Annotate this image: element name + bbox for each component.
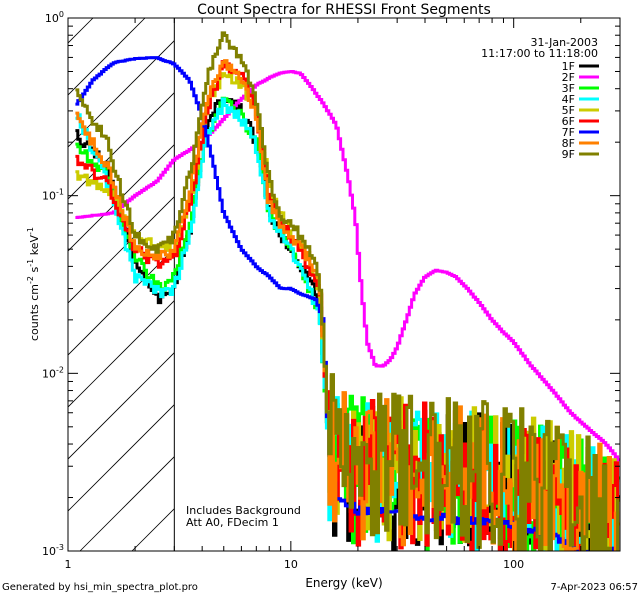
hatch-line [68, 92, 175, 200]
hatch-line [68, 40, 175, 148]
footer-timestamp: 7-Apr-2023 06:57 [550, 582, 638, 593]
y-tick-exponent: -1 [56, 188, 64, 197]
hatch-line [68, 196, 175, 304]
x-tick-label: 1 [65, 558, 72, 571]
y-tick-base: 10 [42, 190, 56, 203]
series-2F-line [75, 70, 620, 462]
y-axis-label-tail: keV [28, 235, 41, 259]
hatch-line [68, 18, 146, 96]
chart-date: 31-Jan-2003 [531, 36, 599, 49]
legend-label-5F: 5F [562, 104, 575, 117]
y-tick-label: 10-2 [42, 365, 64, 380]
annotation-background: Includes Background [186, 504, 301, 517]
hatch-line [79, 456, 175, 551]
y-tick-base: 10 [45, 12, 59, 25]
hatch-line [68, 248, 175, 356]
footer-generated-by: Generated by hsi_min_spectra_plot.pro [2, 582, 198, 593]
series-group [75, 31, 620, 551]
chart-title: Count Spectra for RHESSI Front Segments [197, 2, 491, 18]
series-9F-line [75, 31, 620, 551]
y-tick-base: 10 [42, 367, 56, 380]
y-tick-exponent: -3 [56, 543, 64, 552]
y-axis-label-exp1: -2 [26, 276, 35, 284]
legend-label-9F: 9F [562, 148, 575, 161]
hatch-lines [68, 18, 175, 551]
x-tick-label: 10 [284, 558, 298, 571]
x-axis-label: Energy (keV) [305, 576, 382, 590]
y-tick-label: 10-1 [42, 188, 64, 203]
y-axis-label-exp2: -1 [26, 259, 35, 267]
y-tick-label: 10-3 [42, 543, 64, 558]
legend-label-3F: 3F [562, 82, 575, 95]
series-7F-line [75, 56, 615, 551]
legend-label-8F: 8F [562, 137, 575, 150]
y-tick-exponent: 0 [59, 10, 64, 19]
x-tick-label: 100 [503, 558, 524, 571]
y-axis-label-mid: s [28, 266, 41, 275]
legend-label-6F: 6F [562, 115, 575, 128]
y-tick-base: 10 [42, 545, 56, 558]
hatch-line [68, 404, 175, 512]
y-tick-label: 100 [45, 10, 64, 25]
annotation-attenuator: Att A0, FDecim 1 [186, 516, 279, 529]
y-axis-label-exp3: -1 [26, 227, 35, 235]
legend-label-2F: 2F [562, 71, 575, 84]
plot-frame [67, 17, 621, 552]
legend-label-1F: 1F [562, 60, 575, 73]
y-tick-exponent: -2 [56, 365, 64, 374]
legend-label-4F: 4F [562, 93, 575, 106]
y-axis-label: counts cm-2 s-1 keV-1 [26, 227, 41, 341]
chart-time-range: 11:17:00 to 11:18:00 [481, 47, 598, 60]
y-axis-label-main: counts cm [28, 284, 41, 341]
legend-label-7F: 7F [562, 126, 575, 139]
